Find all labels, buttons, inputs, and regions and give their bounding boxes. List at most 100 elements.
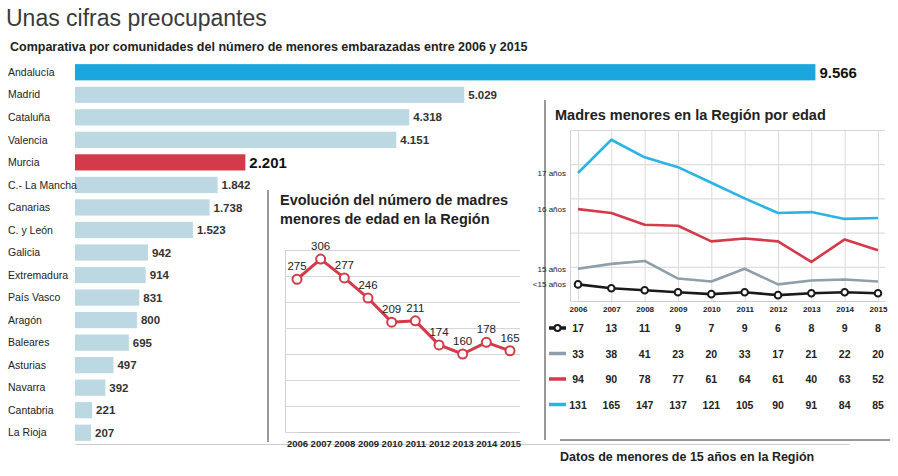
title-line: menores de edad en la Región — [280, 211, 490, 227]
marker — [708, 291, 715, 298]
grid-line — [285, 432, 520, 433]
x-tick: 2011 — [736, 130, 754, 314]
data-label: 61 — [772, 373, 784, 385]
category-label: Galicia — [8, 246, 40, 258]
marker — [340, 273, 349, 282]
marker — [608, 285, 615, 292]
data-label: 63 — [839, 373, 851, 385]
grid-line — [645, 130, 646, 301]
bar — [75, 289, 139, 305]
x-tick: 2007 — [311, 432, 332, 449]
marker — [293, 275, 302, 284]
data-label: 9 — [742, 322, 748, 334]
grid-line — [578, 130, 579, 301]
x-tick-label: 2012 — [429, 438, 450, 449]
data-label: 84 — [839, 399, 851, 411]
marker — [575, 281, 582, 288]
y-tick — [570, 164, 885, 165]
data-label: 61 — [705, 373, 717, 385]
data-label: 306 — [311, 240, 330, 252]
data-label: 77 — [672, 373, 684, 385]
bar — [75, 222, 193, 238]
category-label: Aragón — [8, 314, 42, 326]
marker — [808, 290, 815, 297]
category-label: Valencia — [8, 134, 48, 146]
grid-line — [285, 276, 520, 277]
data-label: 7 — [708, 322, 714, 334]
y-tick — [285, 302, 520, 303]
data-label: 207 — [95, 427, 114, 439]
data-label: 2.201 — [249, 154, 287, 171]
marker — [316, 255, 325, 264]
data-label: 221 — [96, 404, 116, 416]
data-label: 1.738 — [214, 202, 243, 214]
y-tick — [285, 276, 520, 277]
infographic: Unas cifras preocupantesComparativa por … — [0, 0, 898, 476]
marker — [506, 346, 515, 355]
category-label: Murcia — [8, 156, 40, 168]
data-label: 9.566 — [819, 64, 857, 81]
x-tick: 2007 — [603, 130, 621, 314]
data-label: 147 — [636, 399, 654, 411]
bar — [75, 267, 146, 283]
y-tick — [570, 130, 885, 131]
legend-swatch — [549, 377, 566, 381]
data-label: 211 — [406, 302, 424, 314]
category-label: Navarra — [8, 381, 46, 393]
axis-line — [579, 301, 879, 302]
axis-line — [570, 131, 571, 302]
data-label: 33 — [739, 348, 751, 360]
lines — [575, 140, 882, 299]
x-tick: 2006 — [287, 432, 308, 449]
category-label: La Rioja — [8, 426, 47, 438]
data-table: 1713119796898333841232033172122209490787… — [549, 322, 884, 411]
data-label: 85 — [872, 399, 884, 411]
series-label: 17 años — [538, 169, 566, 178]
grid-line — [285, 302, 520, 303]
marker — [675, 289, 682, 296]
x-tick: 2009 — [358, 432, 379, 449]
marker — [458, 350, 467, 359]
data-label: 6 — [775, 322, 781, 334]
category-label: Andalucía — [8, 66, 55, 78]
data-label: 17 — [772, 348, 784, 360]
data-label: 22 — [839, 348, 851, 360]
bar — [75, 312, 137, 328]
y-tick — [285, 380, 520, 381]
bar — [75, 132, 396, 148]
data-label: 94 — [572, 373, 584, 385]
data-label: 392 — [109, 382, 128, 394]
grid-line — [711, 130, 712, 301]
bar — [75, 335, 129, 351]
series-label: 16 años — [538, 205, 566, 214]
bar — [75, 199, 210, 215]
bar — [75, 402, 92, 418]
marker — [482, 338, 491, 347]
data-label: 78 — [639, 373, 651, 385]
data-label: 914 — [150, 269, 170, 281]
bar — [75, 244, 148, 260]
marker — [775, 292, 782, 299]
grid-line — [570, 267, 885, 268]
marker — [435, 340, 444, 349]
data-label: 695 — [133, 337, 153, 349]
marker — [875, 290, 882, 297]
category-label: Cataluña — [8, 111, 50, 123]
grid-line — [570, 301, 885, 302]
grid-line — [285, 380, 520, 381]
x-tick-label: 2015 — [500, 438, 522, 449]
x-tick: 2009 — [670, 130, 688, 314]
x-tick-label: 2009 — [670, 305, 688, 314]
axis-line — [285, 251, 286, 433]
grid-line — [570, 130, 885, 131]
x-tick-label: 2014 — [836, 305, 854, 314]
bar — [75, 380, 105, 396]
x-tick-label: 2008 — [334, 438, 355, 449]
data-label: 41 — [639, 348, 651, 360]
grid-line — [570, 233, 885, 234]
data-label: 8 — [808, 322, 814, 334]
data-label: 1.523 — [197, 224, 226, 236]
grid-line — [570, 164, 885, 165]
x-tick: 2010 — [703, 130, 721, 314]
bar — [75, 177, 218, 193]
